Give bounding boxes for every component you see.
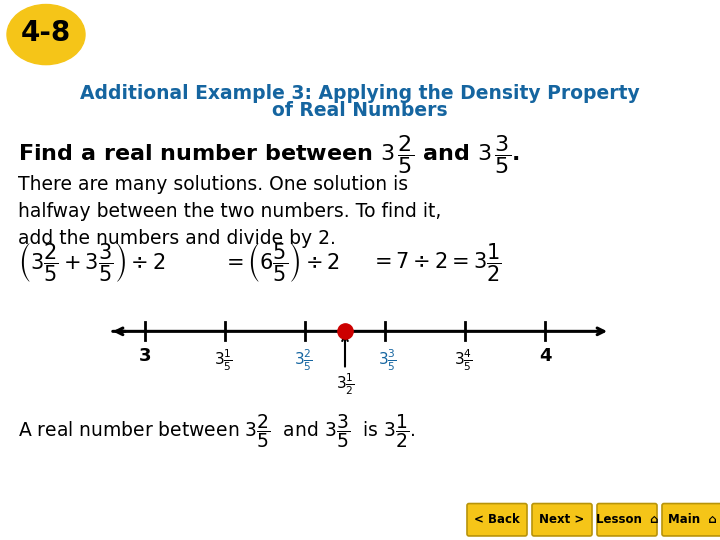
FancyBboxPatch shape [662, 503, 720, 536]
Text: of Real Numbers: of Real Numbers [272, 101, 448, 120]
Text: $3\frac{2}{5}$: $3\frac{2}{5}$ [294, 347, 312, 373]
Text: add the numbers and divide by 2.: add the numbers and divide by 2. [18, 230, 336, 248]
Text: $= 7 \div 2 = 3\dfrac{1}{2}$: $= 7 \div 2 = 3\dfrac{1}{2}$ [370, 241, 502, 284]
Text: A real number between $3\dfrac{2}{5}$  and $3\dfrac{3}{5}$  is $3\dfrac{1}{2}$.: A real number between $3\dfrac{2}{5}$ an… [18, 413, 415, 450]
Text: 3: 3 [139, 347, 151, 366]
FancyBboxPatch shape [532, 503, 592, 536]
FancyBboxPatch shape [467, 503, 527, 536]
Text: The Real Numbers: The Real Numbers [100, 21, 400, 49]
FancyBboxPatch shape [597, 503, 657, 536]
Text: halfway between the two numbers. To find it,: halfway between the two numbers. To find… [18, 202, 441, 221]
Text: There are many solutions. One solution is: There are many solutions. One solution i… [18, 175, 408, 194]
Text: © HOLT McDOUGAL, All Rights Reserved: © HOLT McDOUGAL, All Rights Reserved [8, 515, 233, 525]
Text: $3\frac{1}{2}$: $3\frac{1}{2}$ [336, 372, 354, 397]
Text: $= \left(6\dfrac{5}{5}\right)\div 2$: $= \left(6\dfrac{5}{5}\right)\div 2$ [222, 241, 340, 284]
Text: Find a real number between $3\,\dfrac{2}{5}$ and $3\,\dfrac{3}{5}$.: Find a real number between $3\,\dfrac{2}… [18, 133, 520, 176]
Text: $3\frac{3}{5}$: $3\frac{3}{5}$ [378, 347, 396, 373]
Text: $3\frac{1}{5}$: $3\frac{1}{5}$ [214, 347, 233, 373]
Ellipse shape [7, 4, 85, 65]
Text: Main  ⌂: Main ⌂ [667, 513, 716, 526]
Text: $3\frac{4}{5}$: $3\frac{4}{5}$ [454, 347, 472, 373]
Text: 4: 4 [539, 347, 552, 366]
Text: $\left(3\dfrac{2}{5} + 3\dfrac{3}{5}\right)\div 2$: $\left(3\dfrac{2}{5} + 3\dfrac{3}{5}\rig… [18, 241, 166, 284]
Text: < Back: < Back [474, 513, 520, 526]
Text: Additional Example 3: Applying the Density Property: Additional Example 3: Applying the Densi… [80, 84, 640, 103]
Text: 4-8: 4-8 [21, 19, 71, 47]
Text: Lesson  ⌂: Lesson ⌂ [595, 513, 658, 526]
Text: Next >: Next > [539, 513, 585, 526]
